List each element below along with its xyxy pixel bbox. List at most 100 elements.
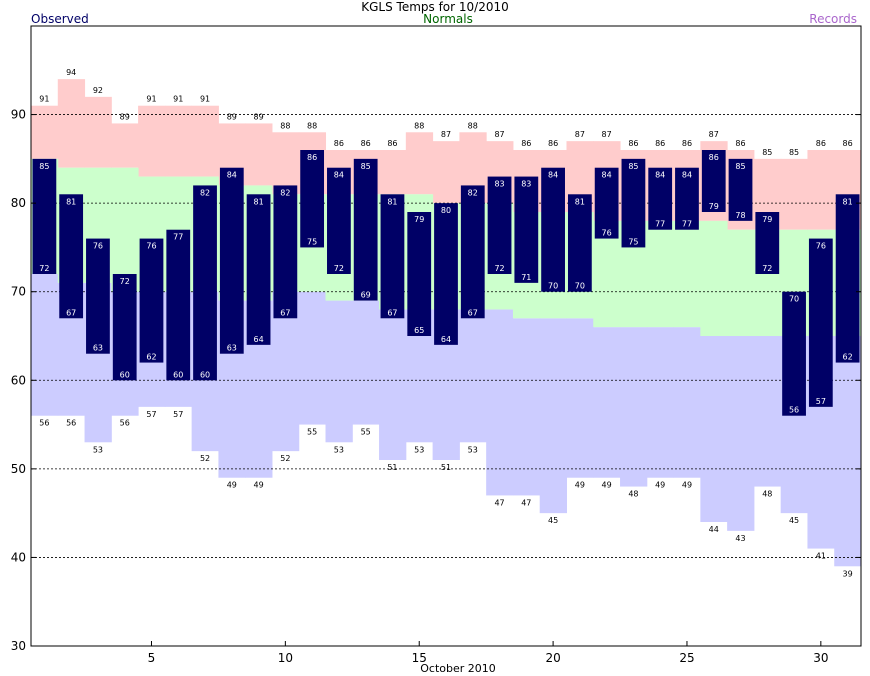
observed-high-label: 81	[843, 197, 853, 206]
record-low-label: 49	[655, 481, 665, 490]
record-low-band	[753, 336, 782, 487]
observed-low-label: 71	[521, 273, 531, 282]
observed-low-label: 76	[602, 229, 612, 238]
observed-high-label: 76	[146, 242, 156, 251]
observed-bar	[594, 167, 619, 239]
record-high-label: 91	[39, 95, 49, 104]
record-low-label: 57	[173, 410, 183, 419]
record-high-label: 89	[120, 112, 130, 121]
x-axis-label: October 2010	[420, 662, 496, 675]
record-high-label: 88	[414, 121, 424, 130]
observed-low-label: 67	[66, 308, 76, 317]
record-high-band	[164, 105, 193, 177]
observed-high-label: 85	[735, 162, 745, 171]
observed-bar	[300, 150, 325, 248]
normals-legend-label: Normals	[423, 12, 473, 26]
record-high-label: 89	[253, 112, 263, 121]
record-low-label: 44	[709, 525, 719, 534]
x-tick-label: 25	[679, 651, 694, 665]
plot-frame	[30, 25, 862, 647]
observed-bar	[621, 158, 646, 248]
record-low-band	[539, 318, 567, 514]
record-low-label: 52	[280, 454, 290, 463]
observed-high-label: 76	[93, 242, 103, 251]
record-high-label: 86	[548, 139, 558, 148]
record-high-label: 86	[334, 139, 344, 148]
record-high-band	[405, 132, 434, 195]
observed-high-label: 85	[628, 162, 638, 171]
record-low-label: 45	[548, 516, 558, 525]
record-low-band	[834, 336, 862, 567]
observed-low-label: 72	[762, 264, 772, 273]
normal-band	[673, 220, 701, 328]
record-high-label: 88	[468, 121, 478, 130]
record-high-band	[379, 150, 407, 195]
record-low-label: 48	[628, 490, 638, 499]
normal-band	[727, 229, 755, 336]
observed-low-label: 56	[789, 406, 799, 415]
observed-bar	[193, 185, 217, 381]
record-low-label: 49	[575, 481, 585, 490]
observed-high-label: 81	[66, 197, 76, 206]
record-low-band	[379, 309, 407, 460]
normal-band	[111, 167, 139, 292]
observed-high-label: 82	[280, 188, 290, 197]
observed-low-label: 64	[253, 335, 263, 344]
observed-high-label: 84	[227, 171, 237, 180]
record-low-label: 45	[789, 516, 799, 525]
record-high-band	[138, 105, 166, 177]
record-high-label: 87	[494, 130, 504, 139]
record-low-band	[352, 300, 380, 425]
record-low-label: 49	[227, 481, 237, 490]
record-high-label: 86	[816, 139, 826, 148]
record-high-label: 86	[655, 139, 665, 148]
record-low-band	[512, 318, 541, 496]
observed-high-label: 82	[468, 188, 478, 197]
observed-low-label: 79	[709, 202, 719, 211]
observed-high-label: 79	[762, 215, 772, 224]
observed-high-label: 84	[602, 171, 612, 180]
observed-low-label: 77	[682, 220, 692, 229]
observed-bar	[86, 238, 110, 354]
x-tick-label: 30	[813, 651, 828, 665]
y-tick-label: 30	[11, 639, 26, 653]
record-low-band	[31, 274, 59, 416]
record-high-band	[191, 105, 219, 177]
observed-low-label: 75	[307, 237, 317, 246]
value-labels-group: 85 72 91 56 81 67 94 56 76 63 92 53 72 60 89 56 76 62 91 57…	[39, 68, 852, 578]
chart-title: KGLS Temps for 10/2010	[361, 0, 509, 14]
observed-low-label: 63	[93, 344, 103, 353]
observed-high-label: 79	[414, 215, 424, 224]
observed-bar	[835, 194, 860, 363]
observed-low-label: 70	[548, 282, 558, 291]
record-low-label: 41	[816, 552, 826, 561]
record-high-label: 94	[66, 68, 76, 77]
record-high-band	[780, 158, 808, 230]
record-low-band	[271, 291, 300, 452]
y-tick-label: 90	[11, 108, 26, 122]
record-low-band	[298, 291, 327, 425]
record-high-label: 88	[307, 121, 317, 130]
record-low-band	[325, 300, 353, 443]
observed-low-label: 78	[735, 211, 745, 220]
observed-bar	[701, 150, 726, 212]
record-low-label: 53	[93, 445, 103, 454]
observed-bar	[353, 158, 378, 301]
record-high-label: 85	[762, 148, 772, 157]
record-low-band	[727, 336, 755, 531]
record-low-label: 53	[414, 445, 424, 454]
record-low-label: 55	[361, 428, 371, 437]
observed-low-label: 70	[575, 282, 585, 291]
record-low-label: 49	[253, 481, 263, 490]
x-tick-label: 20	[545, 651, 560, 665]
record-low-band	[620, 327, 648, 487]
observed-low-label: 57	[816, 397, 826, 406]
record-low-label: 56	[66, 419, 76, 428]
x-tick-label: 15	[412, 651, 427, 665]
observed-bar	[59, 194, 84, 319]
record-low-label: 39	[843, 569, 853, 578]
record-high-band	[807, 150, 835, 230]
record-high-label: 85	[789, 148, 799, 157]
observed-low-label: 60	[173, 370, 183, 379]
record-low-label: 49	[602, 481, 612, 490]
